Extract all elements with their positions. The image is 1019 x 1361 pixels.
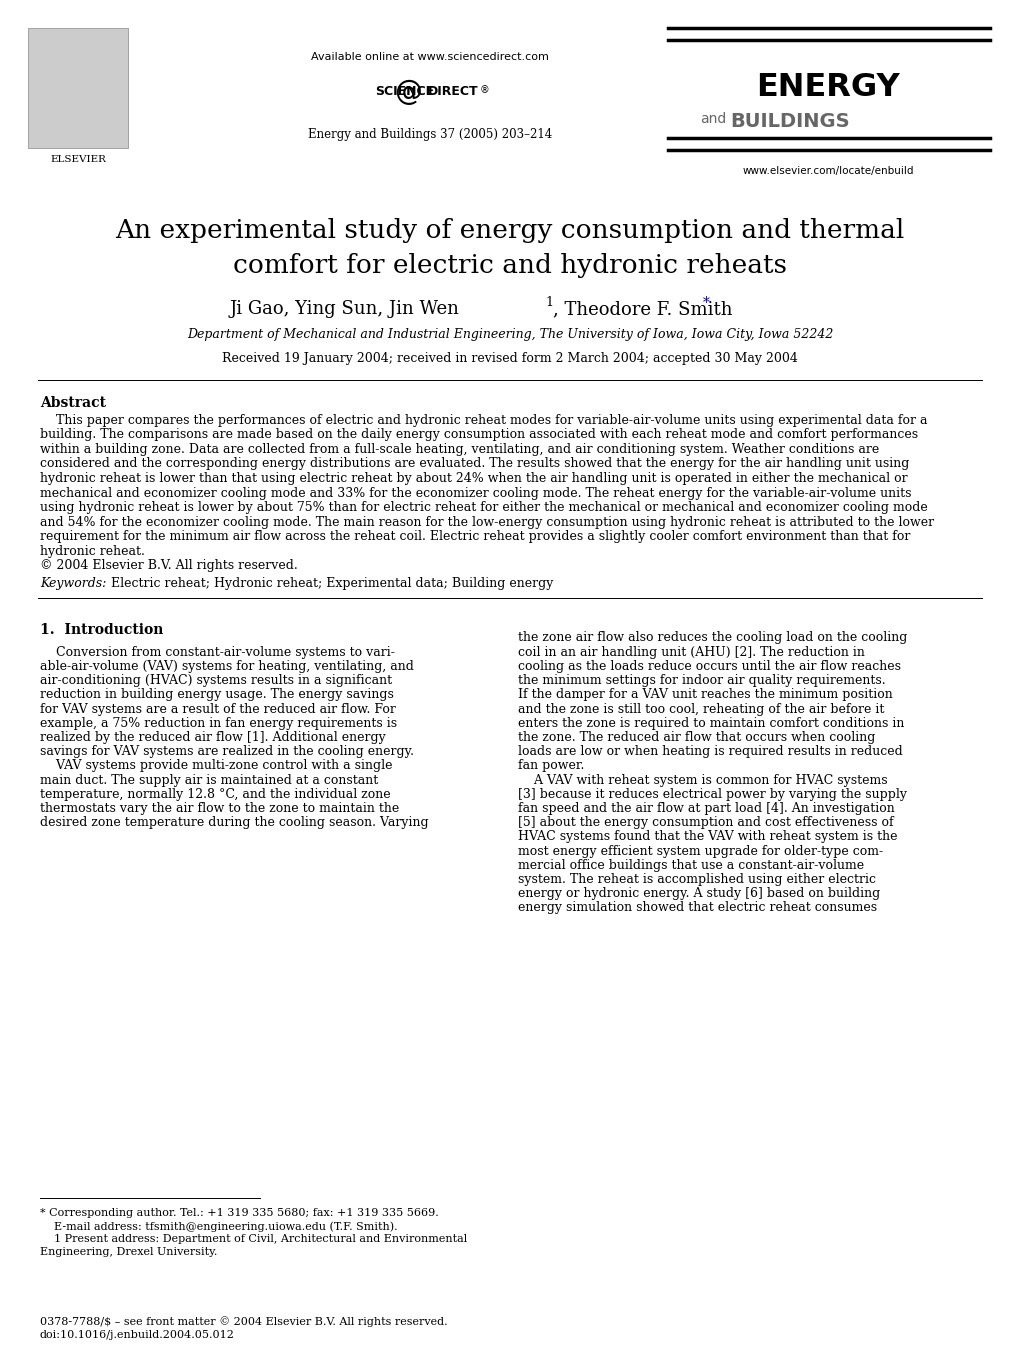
- Text: Energy and Buildings 37 (2005) 203–214: Energy and Buildings 37 (2005) 203–214: [308, 128, 551, 142]
- Text: hydronic reheat is lower than that using electric reheat by about 24% when the a: hydronic reheat is lower than that using…: [40, 472, 907, 485]
- Text: the zone air flow also reduces the cooling load on the cooling: the zone air flow also reduces the cooli…: [518, 632, 907, 645]
- Text: Abstract: Abstract: [40, 396, 106, 410]
- Text: 1 Present address: Department of Civil, Architectural and Environmental: 1 Present address: Department of Civil, …: [40, 1234, 467, 1244]
- Text: mercial office buildings that use a constant-air-volume: mercial office buildings that use a cons…: [518, 859, 863, 871]
- Text: Electric reheat; Hydronic reheat; Experimental data; Building energy: Electric reheat; Hydronic reheat; Experi…: [103, 577, 553, 591]
- Text: , Theodore F. Smith: , Theodore F. Smith: [552, 299, 732, 318]
- Text: doi:10.1016/j.enbuild.2004.05.012: doi:10.1016/j.enbuild.2004.05.012: [40, 1330, 234, 1341]
- Text: This paper compares the performances of electric and hydronic reheat modes for v: This paper compares the performances of …: [40, 414, 926, 427]
- Text: An experimental study of energy consumption and thermal
comfort for electric and: An experimental study of energy consumpt…: [115, 218, 904, 278]
- Text: © 2004 Elsevier B.V. All rights reserved.: © 2004 Elsevier B.V. All rights reserved…: [40, 559, 298, 572]
- Text: energy or hydronic energy. A study [6] based on building: energy or hydronic energy. A study [6] b…: [518, 887, 879, 900]
- Text: 1.  Introduction: 1. Introduction: [40, 623, 163, 637]
- Text: DIRECT: DIRECT: [428, 84, 478, 98]
- Text: coil in an air handling unit (AHU) [2]. The reduction in: coil in an air handling unit (AHU) [2]. …: [518, 645, 864, 659]
- Text: HVAC systems found that the VAV with reheat system is the: HVAC systems found that the VAV with reh…: [518, 830, 897, 844]
- Text: hydronic reheat.: hydronic reheat.: [40, 544, 145, 558]
- Text: and the zone is still too cool, reheating of the air before it: and the zone is still too cool, reheatin…: [518, 702, 883, 716]
- Text: enters the zone is required to maintain comfort conditions in: enters the zone is required to maintain …: [518, 717, 904, 729]
- Text: mechanical and economizer cooling mode and 33% for the economizer cooling mode. : mechanical and economizer cooling mode a…: [40, 486, 911, 499]
- Text: * Corresponding author. Tel.: +1 319 335 5680; fax: +1 319 335 5669.: * Corresponding author. Tel.: +1 319 335…: [40, 1209, 438, 1218]
- Text: A VAV with reheat system is common for HVAC systems: A VAV with reheat system is common for H…: [518, 773, 887, 787]
- Text: thermostats vary the air flow to the zone to maintain the: thermostats vary the air flow to the zon…: [40, 802, 398, 815]
- Text: the minimum settings for indoor air quality requirements.: the minimum settings for indoor air qual…: [518, 674, 884, 687]
- Text: [5] about the energy consumption and cost effectiveness of: [5] about the energy consumption and cos…: [518, 817, 893, 829]
- Text: system. The reheat is accomplished using either electric: system. The reheat is accomplished using…: [518, 872, 875, 886]
- Text: [3] because it reduces electrical power by varying the supply: [3] because it reduces electrical power …: [518, 788, 906, 800]
- Text: ®: ®: [480, 84, 489, 95]
- Text: Ji Gao, Ying Sun, Jin Wen: Ji Gao, Ying Sun, Jin Wen: [229, 299, 460, 318]
- Text: Available online at www.sciencedirect.com: Available online at www.sciencedirect.co…: [311, 52, 548, 63]
- Text: ELSEVIER: ELSEVIER: [50, 155, 106, 163]
- Text: the zone. The reduced air flow that occurs when cooling: the zone. The reduced air flow that occu…: [518, 731, 874, 744]
- Text: desired zone temperature during the cooling season. Varying: desired zone temperature during the cool…: [40, 817, 428, 829]
- Text: BUILDINGS: BUILDINGS: [730, 112, 849, 131]
- Text: E-mail address: tfsmith@engineering.uiowa.edu (T.F. Smith).: E-mail address: tfsmith@engineering.uiow…: [40, 1221, 397, 1232]
- Text: loads are low or when heating is required results in reduced: loads are low or when heating is require…: [518, 744, 902, 758]
- Text: @: @: [393, 78, 422, 106]
- Text: cooling as the loads reduce occurs until the air flow reaches: cooling as the loads reduce occurs until…: [518, 660, 900, 672]
- Text: 0378-7788/$ – see front matter © 2004 Elsevier B.V. All rights reserved.: 0378-7788/$ – see front matter © 2004 El…: [40, 1316, 447, 1327]
- Text: within a building zone. Data are collected from a full-scale heating, ventilatin: within a building zone. Data are collect…: [40, 442, 878, 456]
- Text: Received 19 January 2004; received in revised form 2 March 2004; accepted 30 May: Received 19 January 2004; received in re…: [222, 352, 797, 365]
- Text: Department of Mechanical and Industrial Engineering, The University of Iowa, Iow: Department of Mechanical and Industrial …: [186, 328, 833, 342]
- Text: www.elsevier.com/locate/enbuild: www.elsevier.com/locate/enbuild: [742, 166, 913, 176]
- Text: ENERGY: ENERGY: [755, 72, 899, 103]
- Text: considered and the corresponding energy distributions are evaluated. The results: considered and the corresponding energy …: [40, 457, 909, 471]
- Text: and: and: [699, 112, 726, 127]
- Text: example, a 75% reduction in fan energy requirements is: example, a 75% reduction in fan energy r…: [40, 717, 396, 729]
- Text: Keywords:: Keywords:: [40, 577, 106, 591]
- Text: If the damper for a VAV unit reaches the minimum position: If the damper for a VAV unit reaches the…: [518, 689, 892, 701]
- Text: and 54% for the economizer cooling mode. The main reason for the low-energy cons: and 54% for the economizer cooling mode.…: [40, 516, 933, 528]
- Text: requirement for the minimum air flow across the reheat coil. Electric reheat pro: requirement for the minimum air flow acr…: [40, 529, 910, 543]
- Text: *: *: [702, 295, 709, 310]
- Text: fan speed and the air flow at part load [4]. An investigation: fan speed and the air flow at part load …: [518, 802, 894, 815]
- Text: savings for VAV systems are realized in the cooling energy.: savings for VAV systems are realized in …: [40, 744, 414, 758]
- Text: for VAV systems are a result of the reduced air flow. For: for VAV systems are a result of the redu…: [40, 702, 395, 716]
- Bar: [28, 29, 127, 148]
- Text: reduction in building energy usage. The energy savings: reduction in building energy usage. The …: [40, 689, 393, 701]
- Text: using hydronic reheat is lower by about 75% than for electric reheat for either : using hydronic reheat is lower by about …: [40, 501, 927, 514]
- Text: building. The comparisons are made based on the daily energy consumption associa: building. The comparisons are made based…: [40, 429, 917, 441]
- Text: air-conditioning (HVAC) systems results in a significant: air-conditioning (HVAC) systems results …: [40, 674, 391, 687]
- Text: Engineering, Drexel University.: Engineering, Drexel University.: [40, 1247, 217, 1258]
- Text: realized by the reduced air flow [1]. Additional energy: realized by the reduced air flow [1]. Ad…: [40, 731, 385, 744]
- Text: 1: 1: [544, 295, 552, 309]
- Text: fan power.: fan power.: [518, 759, 584, 772]
- Text: temperature, normally 12.8 °C, and the individual zone: temperature, normally 12.8 °C, and the i…: [40, 788, 390, 800]
- Text: Conversion from constant-air-volume systems to vari-: Conversion from constant-air-volume syst…: [40, 645, 394, 659]
- Text: SCIENCE: SCIENCE: [375, 84, 434, 98]
- Text: most energy efficient system upgrade for older-type com-: most energy efficient system upgrade for…: [518, 844, 882, 857]
- Text: VAV systems provide multi-zone control with a single: VAV systems provide multi-zone control w…: [40, 759, 392, 772]
- Text: energy simulation showed that electric reheat consumes: energy simulation showed that electric r…: [518, 901, 876, 915]
- Text: main duct. The supply air is maintained at a constant: main duct. The supply air is maintained …: [40, 773, 378, 787]
- Text: able-air-volume (VAV) systems for heating, ventilating, and: able-air-volume (VAV) systems for heatin…: [40, 660, 414, 672]
